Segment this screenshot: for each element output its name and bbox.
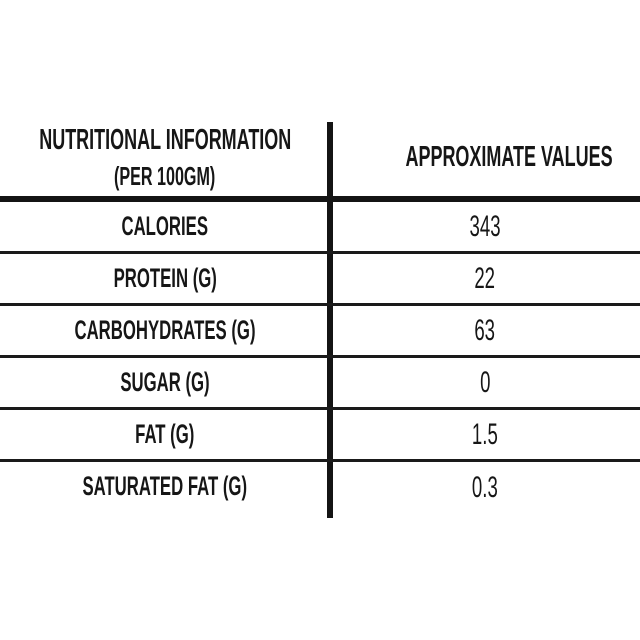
header-subtitle: (PER 100GM) (114, 161, 216, 192)
row-label-cell: PROTEIN (G) (0, 254, 330, 303)
row-value: 0.3 (472, 470, 498, 504)
row-label: SUGAR (G) (120, 366, 210, 397)
table-row-carbohydrates: CARBOHYDRATES (G) 63 (0, 306, 640, 358)
table-row-protein: PROTEIN (G) 22 (0, 254, 640, 306)
row-value: 343 (469, 210, 501, 243)
header-left-cell: NUTRITIONAL INFORMATION (PER 100GM) (0, 120, 330, 196)
row-value-cell: 63 (330, 306, 640, 355)
row-label: FAT (G) (135, 418, 195, 449)
header-right-cell: APPROXIMATE VALUES (330, 120, 640, 196)
row-value: 63 (474, 314, 496, 347)
row-label: PROTEIN (G) (113, 262, 217, 293)
row-value-cell: 0.3 (330, 462, 640, 512)
row-value-cell: 22 (330, 254, 640, 303)
row-value: 0 (479, 366, 491, 399)
row-value-cell: 1.5 (330, 410, 640, 459)
row-label-cell: SUGAR (G) (0, 358, 330, 407)
row-value: 22 (474, 262, 496, 295)
table-row-fat: FAT (G) 1.5 (0, 410, 640, 462)
row-label: CARBOHYDRATES (G) (74, 314, 256, 345)
table-row-sugar: SUGAR (G) 0 (0, 358, 640, 410)
row-label: CALORIES (121, 210, 209, 241)
row-value-cell: 0 (330, 358, 640, 407)
header-values-title: APPROXIMATE VALUES (405, 141, 613, 174)
row-label-cell: CARBOHYDRATES (G) (0, 306, 330, 355)
row-label-cell: FAT (G) (0, 410, 330, 459)
row-label-cell: CALORIES (0, 202, 330, 251)
row-label-cell: SATURATED FAT (G) (0, 462, 330, 512)
row-value: 1.5 (472, 418, 498, 451)
row-value-cell: 343 (330, 202, 640, 251)
header-rule (0, 196, 640, 202)
nutrition-table: NUTRITIONAL INFORMATION (PER 100GM) APPR… (0, 120, 640, 512)
header-title: NUTRITIONAL INFORMATION (38, 124, 292, 157)
table-header-row: NUTRITIONAL INFORMATION (PER 100GM) APPR… (0, 120, 640, 196)
column-divider-line (327, 122, 333, 518)
row-label: SATURATED FAT (G) (82, 471, 248, 502)
table-row-calories: CALORIES 343 (0, 202, 640, 254)
table-row-saturated-fat: SATURATED FAT (G) 0.3 (0, 462, 640, 512)
